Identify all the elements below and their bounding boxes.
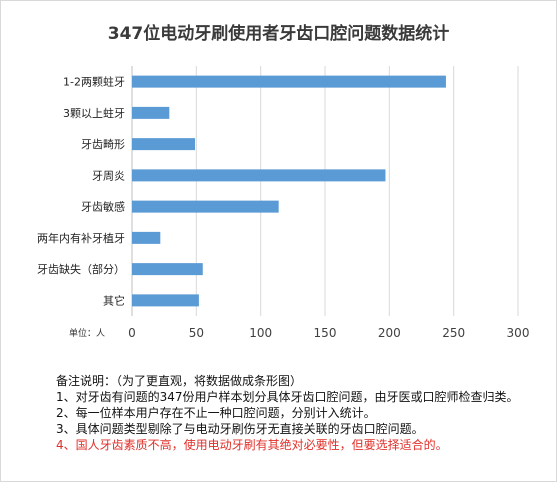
chart-title: 347位电动牙刷使用者牙齿口腔问题数据统计 — [107, 24, 450, 44]
category-label: 牙齿畸形 — [81, 137, 125, 151]
note-warning: 4、国人牙齿素质不高，使用电动牙刷有其绝对必要性，但要选择适合的。 — [56, 438, 448, 452]
x-tick-label: 100 — [249, 326, 272, 340]
x-tick-label: 250 — [442, 326, 465, 340]
bar — [132, 169, 386, 182]
x-tick-labels: 0 50 100 150 200 250 300 — [128, 326, 529, 340]
notes: 备注说明：（为了更直观，将数据做成条形图） 1、对牙齿有问题的347份用户样本划… — [56, 373, 519, 453]
gridlines — [131, 66, 519, 316]
x-tick-label: 0 — [128, 326, 136, 340]
bar — [132, 106, 170, 119]
note-item-3: 3、具体问题类型剔除了与电动牙刷伤牙无直接关联的牙齿口腔问题。 — [56, 422, 424, 436]
bar — [132, 263, 203, 276]
bar — [132, 294, 199, 307]
x-tick-label: 150 — [314, 326, 337, 340]
category-label: 牙齿敏感 — [81, 200, 125, 214]
category-label: 其它 — [103, 293, 125, 307]
bar — [132, 231, 161, 244]
category-labels: 1-2两颗蛀牙 3颗以上蛀牙牙齿畸形牙周炎牙齿敏感两年内有补牙植牙牙齿缺失（部分）… — [37, 76, 125, 308]
unit-label: 单位：人 — [69, 327, 105, 339]
category-label: 两年内有补牙植牙 — [37, 231, 125, 245]
x-tick-label: 50 — [189, 326, 204, 340]
notes-heading: 备注说明：（为了更直观，将数据做成条形图） — [56, 374, 303, 388]
bar — [132, 200, 279, 213]
category-label: 3颗以上蛀牙 — [63, 107, 125, 120]
x-tick-label: 200 — [378, 326, 401, 340]
category-label: 1-2两颗蛀牙 — [63, 76, 125, 89]
bar — [132, 138, 196, 151]
x-tick-label: 300 — [507, 326, 530, 340]
bar — [132, 75, 446, 88]
bars — [132, 75, 446, 307]
note-item-2: 2、每一位样本用户存在不止一种口腔问题，分别计入统计。 — [56, 406, 376, 420]
category-label: 牙周炎 — [92, 169, 125, 182]
note-item-1: 1、对牙齿有问题的347份用户样本划分具体牙齿口腔问题，由牙医或口腔师检查归类。 — [56, 390, 519, 404]
category-label: 牙齿缺失（部分） — [37, 262, 125, 276]
bar-chart: 1-2两颗蛀牙 3颗以上蛀牙牙齿畸形牙周炎牙齿敏感两年内有补牙植牙牙齿缺失（部分）… — [37, 66, 529, 340]
